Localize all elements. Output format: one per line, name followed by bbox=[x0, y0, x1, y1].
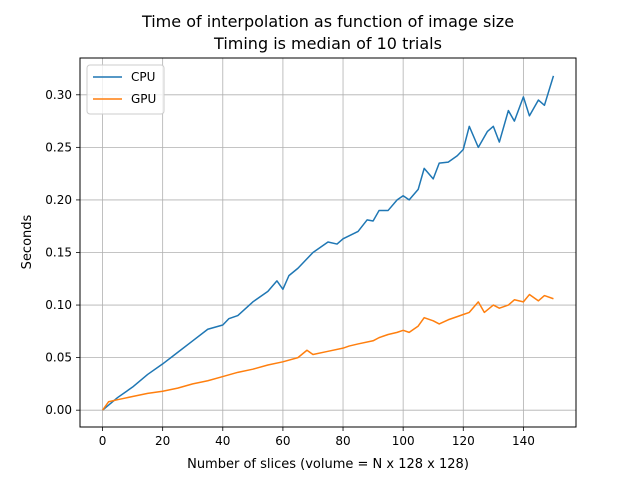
x-tick-label: 100 bbox=[392, 434, 415, 448]
y-tick-label: 0.00 bbox=[45, 403, 72, 417]
y-tick-label: 0.15 bbox=[45, 245, 72, 259]
plot-frame bbox=[79, 57, 577, 428]
series-lines bbox=[101, 75, 555, 411]
x-axis: 0 20 40 60 80 100 120 140 bbox=[99, 427, 535, 448]
chart-subtitle: Timing is median of 10 trials bbox=[213, 34, 442, 53]
series-line-cpu bbox=[102, 75, 555, 411]
x-tick-label: 140 bbox=[512, 434, 535, 448]
y-tick-label: 0.20 bbox=[45, 193, 72, 207]
chart-title: Time of interpolation as function of ima… bbox=[141, 12, 514, 31]
y-axis-label: Seconds bbox=[20, 214, 35, 269]
y-tick-label: 0.30 bbox=[45, 88, 72, 102]
legend: CPU GPU bbox=[86, 64, 165, 115]
y-tick-label: 0.05 bbox=[45, 351, 72, 365]
grid-lines bbox=[80, 58, 576, 427]
x-tick-label: 60 bbox=[275, 434, 290, 448]
y-axis: 0.00 0.05 0.10 0.15 0.20 0.25 0.30 bbox=[45, 88, 80, 417]
legend-label-cpu: CPU bbox=[131, 70, 155, 84]
y-tick-label: 0.10 bbox=[45, 298, 72, 312]
y-tick-label: 0.25 bbox=[45, 140, 72, 154]
legend-label-gpu: GPU bbox=[131, 92, 156, 106]
x-tick-label: 120 bbox=[452, 434, 475, 448]
x-tick-label: 0 bbox=[99, 434, 107, 448]
x-tick-label: 40 bbox=[215, 434, 230, 448]
series-line-gpu bbox=[101, 293, 554, 411]
x-tick-label: 20 bbox=[155, 434, 170, 448]
x-axis-label: Number of slices (volume = N x 128 x 128… bbox=[187, 457, 469, 472]
x-tick-label: 80 bbox=[335, 434, 350, 448]
